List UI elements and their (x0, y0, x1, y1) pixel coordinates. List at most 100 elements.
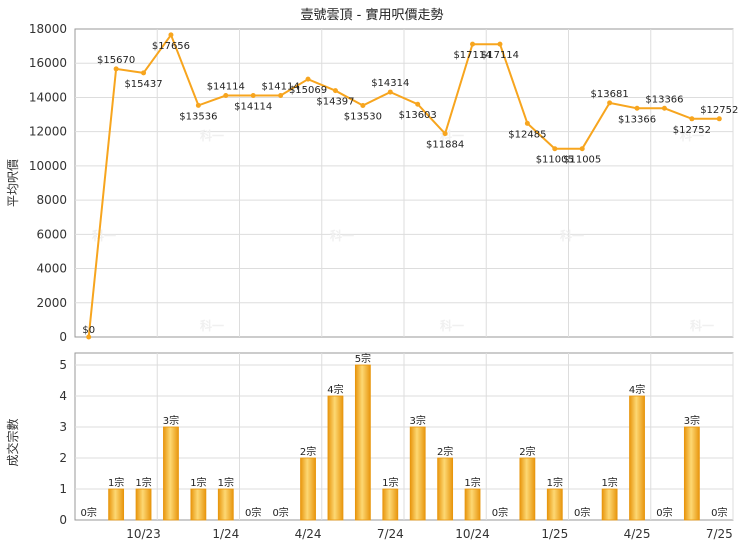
count-data-label: 4宗 (629, 383, 645, 396)
y-tick-label: 0 (59, 513, 67, 527)
watermark-text: 科一 (92, 228, 116, 243)
y-tick-label: 3 (59, 420, 67, 434)
price-data-label: $13366 (645, 94, 683, 105)
count-bar (354, 364, 371, 521)
count-data-label: 1宗 (464, 476, 480, 489)
watermark-text: 科一 (200, 318, 224, 333)
price-point (552, 146, 558, 152)
count-data-label: 2宗 (519, 445, 535, 458)
watermark-text: 科一 (440, 318, 464, 333)
x-tick-label: 10/24 (455, 527, 490, 541)
y-tick-label: 0 (59, 330, 67, 344)
count-bar (300, 457, 316, 521)
count-data-label: 5宗 (355, 352, 371, 365)
price-point (113, 66, 119, 72)
y-tick-label: 4000 (36, 262, 67, 276)
y-tick-label: 18000 (29, 22, 67, 36)
price-point (442, 131, 448, 137)
price-data-label: $0 (82, 325, 95, 336)
x-tick-label: 4/25 (624, 527, 651, 541)
y-tick-label: 8000 (36, 193, 67, 207)
price-point (223, 92, 229, 98)
price-data-label: $11884 (426, 140, 464, 151)
price-data-label: $15437 (124, 79, 162, 90)
count-data-label: 1宗 (601, 476, 617, 489)
count-bar (217, 488, 234, 521)
price-point (607, 100, 613, 106)
price-trend-panel: 0 2000 4000 6000 8000 10000 12000 14000 16000 180… (6, 22, 738, 344)
price-point (141, 70, 147, 76)
watermark-text: 科一 (560, 228, 584, 243)
count-data-label: 1宗 (135, 476, 151, 489)
watermark-text: 科一 (200, 128, 224, 143)
price-data-label: $17114 (481, 50, 519, 61)
price-point (305, 76, 311, 82)
price-point (661, 105, 667, 111)
x-tick-label: 10/23 (126, 527, 161, 541)
y-tick-label: 2000 (36, 296, 67, 310)
price-point (579, 146, 585, 152)
price-point (250, 92, 256, 98)
x-tick-label: 1/24 (212, 527, 239, 541)
price-data-label: $15670 (97, 55, 135, 66)
transaction-count-panel: 0 1 2 3 4 5 10/23 1/24 4/24 7/24 10/24 1/25 4/25 7/25… (5, 352, 734, 541)
count-bar (519, 457, 536, 521)
count-data-label: 0宗 (574, 506, 590, 519)
count-data-label: 3宗 (163, 414, 179, 427)
count-data-label: 3宗 (410, 414, 426, 427)
price-data-label: $12752 (700, 105, 738, 116)
watermark-text: 科一 (680, 128, 704, 143)
count-bar (683, 426, 700, 521)
count-bar (163, 426, 179, 521)
count-data-label: 1宗 (382, 476, 398, 489)
y-tick-label: 5 (59, 358, 67, 372)
price-data-label: $17114 (453, 50, 491, 61)
price-data-label: $14114 (207, 81, 245, 92)
count-data-label: 0宗 (81, 506, 97, 519)
count-data-label: 0宗 (656, 506, 672, 519)
price-data-label: $14314 (371, 78, 409, 89)
count-bar (629, 395, 645, 521)
count-data-label: 0宗 (272, 506, 288, 519)
price-data-label: $14114 (234, 101, 272, 112)
price-point (689, 116, 695, 122)
price-point (332, 88, 338, 94)
price-data-label: $12485 (508, 129, 546, 140)
watermark-text: 科一 (330, 228, 354, 243)
count-bar (108, 488, 125, 521)
y-axis-label: 成交宗數 (5, 418, 20, 466)
count-data-label: 0宗 (492, 506, 508, 519)
count-data-label: 1宗 (218, 476, 234, 489)
price-data-label: $13366 (618, 114, 656, 125)
count-bar (135, 488, 152, 521)
y-tick-label: 6000 (36, 227, 67, 241)
price-point (470, 41, 476, 47)
y-tick-label: 16000 (29, 56, 67, 70)
price-point (278, 92, 284, 98)
price-data-label: $12752 (673, 125, 711, 136)
y-tick-label: 4 (59, 389, 67, 403)
count-data-label: 1宗 (190, 476, 206, 489)
count-data-label: 2宗 (300, 445, 316, 458)
y-tick-label: 2 (59, 451, 67, 465)
y-tick-label: 14000 (29, 90, 67, 104)
price-data-label: $14397 (316, 97, 354, 108)
count-data-label: 2宗 (437, 445, 453, 458)
count-data-label: 1宗 (108, 476, 124, 489)
price-point (195, 102, 201, 108)
price-point (524, 120, 530, 126)
count-data-label: 0宗 (245, 506, 261, 519)
price-data-label: $13536 (179, 111, 217, 122)
price-data-label: $13530 (344, 111, 382, 122)
count-data-label: 1宗 (547, 476, 563, 489)
price-point (634, 105, 640, 111)
count-bar (464, 488, 481, 521)
count-bar (409, 426, 426, 521)
count-data-label: 4宗 (327, 383, 343, 396)
price-line (87, 32, 720, 338)
x-tick-label: 7/24 (377, 527, 404, 541)
count-bar (382, 488, 399, 521)
price-point (168, 32, 174, 38)
